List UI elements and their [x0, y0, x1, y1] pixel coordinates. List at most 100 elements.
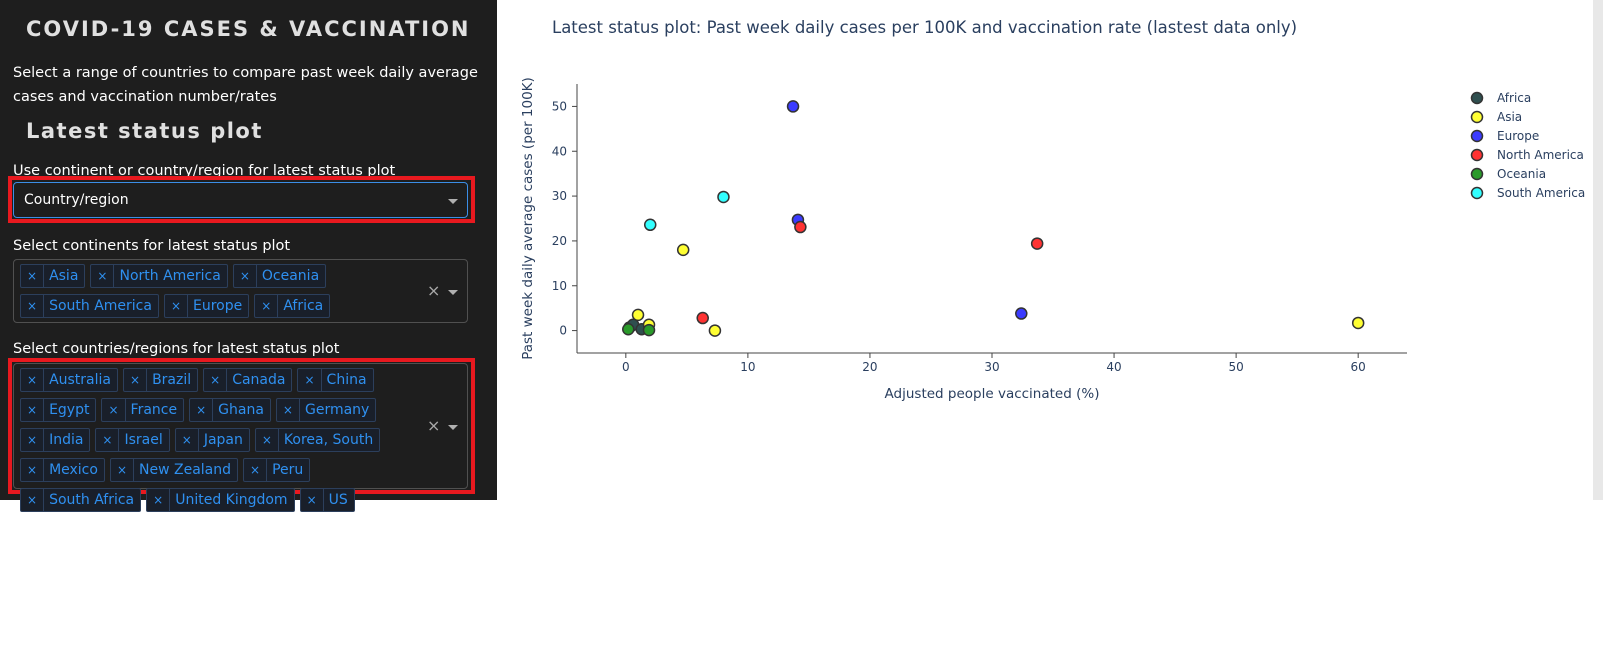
- y-tick-label: 30: [552, 189, 567, 203]
- remove-tag-icon[interactable]: ×: [21, 399, 45, 421]
- tag-label: India: [49, 432, 84, 448]
- tag-label: Mexico: [49, 462, 98, 478]
- continents-label: Select continents for latest status plot: [13, 238, 291, 254]
- legend-marker-north-america: [1470, 148, 1484, 162]
- remove-tag-icon[interactable]: ×: [234, 265, 257, 287]
- tag-egypt[interactable]: × Egypt: [20, 398, 97, 422]
- data-point-europe: [1015, 307, 1028, 320]
- x-tick-label: 50: [1228, 360, 1243, 374]
- tag-france[interactable]: × France: [101, 398, 185, 422]
- tag-asia[interactable]: × Asia: [20, 264, 86, 288]
- remove-tag-icon[interactable]: ×: [244, 459, 268, 481]
- tag-india[interactable]: × India: [20, 428, 91, 452]
- y-tick-label: 20: [552, 234, 567, 248]
- remove-tag-icon[interactable]: ×: [190, 399, 214, 421]
- remove-tag-icon[interactable]: ×: [21, 459, 45, 481]
- remove-tag-icon[interactable]: ×: [21, 295, 45, 317]
- tag-europe[interactable]: × Europe: [163, 294, 250, 318]
- x-tick-label: 20: [862, 360, 877, 374]
- legend-marker-europe: [1470, 129, 1484, 143]
- tag-oceania[interactable]: × Oceania: [232, 264, 327, 288]
- y-tick-label: 0: [559, 324, 567, 338]
- tag-north-america[interactable]: × North America: [90, 264, 228, 288]
- data-point-asia: [1351, 316, 1365, 330]
- app-title: COVID-19 CASES & VACCINATION: [26, 17, 471, 41]
- remove-tag-icon[interactable]: ×: [21, 265, 45, 287]
- remove-tag-icon[interactable]: ×: [21, 429, 45, 451]
- remove-tag-icon[interactable]: ×: [124, 369, 148, 391]
- sidebar: COVID-19 CASES & VACCINATION Select a ra…: [0, 0, 497, 512]
- x-axis-label: Adjusted people vaccinated (%): [885, 386, 1100, 402]
- remove-tag-icon[interactable]: ×: [176, 429, 199, 451]
- x-tick-label: 10: [740, 360, 755, 374]
- tag-peru[interactable]: × Peru: [243, 458, 311, 482]
- tag-label: New Zealand: [139, 462, 232, 478]
- remove-tag-icon[interactable]: ×: [255, 295, 279, 317]
- remove-tag-icon[interactable]: ×: [102, 399, 126, 421]
- data-point-north-america: [794, 220, 807, 234]
- tag-label: Canada: [232, 372, 286, 388]
- page-scrollbar[interactable]: [1593, 0, 1603, 500]
- data-point-oceania: [622, 322, 635, 336]
- tag-label: Asia: [49, 268, 79, 284]
- tag-label: Germany: [304, 402, 370, 418]
- remove-tag-icon[interactable]: ×: [96, 429, 120, 451]
- tag-label: Peru: [272, 462, 304, 478]
- remove-tag-icon[interactable]: ×: [298, 369, 322, 391]
- continents-multiselect[interactable]: × Asia × North America × Oceania × South Americ…: [13, 259, 468, 323]
- remove-tag-icon[interactable]: ×: [21, 369, 45, 391]
- countries-multiselect[interactable]: × Australia × Brazil × Canada × China × Egypt × Fra…: [13, 363, 468, 512]
- remove-tag-icon[interactable]: ×: [111, 459, 135, 481]
- tag-united-kingdom[interactable]: × United Kingdom: [146, 488, 295, 512]
- tag-japan[interactable]: × Japan: [174, 428, 250, 452]
- tag-label: North America: [119, 268, 221, 284]
- tag-us[interactable]: × US: [299, 488, 355, 512]
- remove-tag-icon[interactable]: ×: [204, 369, 228, 391]
- tag-canada[interactable]: × Canada: [203, 368, 293, 392]
- remove-tag-icon[interactable]: ×: [301, 489, 324, 511]
- tag-south-africa[interactable]: × South Africa: [20, 488, 142, 512]
- remove-tag-icon[interactable]: ×: [91, 265, 115, 287]
- countries-label: Select countries/regions for latest stat…: [13, 341, 340, 357]
- legend-marker-south-america: [1470, 186, 1484, 200]
- tag-new-zealand[interactable]: × New Zealand: [109, 458, 239, 482]
- tag-korea-south[interactable]: × Korea, South: [254, 428, 381, 452]
- tag-africa[interactable]: × Africa: [254, 294, 331, 318]
- legend-marker-africa: [1470, 91, 1484, 105]
- clear-continents-icon[interactable]: ×: [427, 281, 441, 300]
- x-tick-label: 0: [622, 360, 630, 374]
- tag-label: France: [130, 402, 178, 418]
- tag-australia[interactable]: × Australia: [20, 368, 118, 392]
- chevron-down-icon[interactable]: [448, 290, 458, 295]
- remove-tag-icon[interactable]: ×: [277, 399, 300, 421]
- tag-israel[interactable]: × Israel: [95, 428, 170, 452]
- legend-label-south-america: South America: [1497, 186, 1585, 200]
- tag-label: Europe: [193, 298, 243, 314]
- legend-label-asia: Asia: [1497, 110, 1522, 124]
- tag-mexico[interactable]: × Mexico: [20, 458, 105, 482]
- legend-marker-asia: [1470, 110, 1484, 124]
- tag-label: Japan: [203, 432, 243, 448]
- remove-tag-icon[interactable]: ×: [21, 489, 45, 511]
- tag-label: Korea, South: [283, 432, 374, 448]
- mode-dropdown[interactable]: Country/region: [13, 182, 468, 218]
- remove-tag-icon[interactable]: ×: [256, 429, 279, 451]
- chevron-down-icon[interactable]: [448, 199, 458, 204]
- continent-tag-list: × Asia × North America × Oceania × South Americ…: [20, 264, 415, 324]
- tag-brazil[interactable]: × Brazil: [123, 368, 199, 392]
- tag-label: Brazil: [152, 372, 192, 388]
- remove-tag-icon[interactable]: ×: [165, 295, 189, 317]
- legend-label-africa: Africa: [1497, 91, 1531, 105]
- data-point-europe: [786, 100, 800, 113]
- tag-label: Israel: [124, 432, 163, 448]
- clear-countries-icon[interactable]: ×: [427, 416, 441, 435]
- remove-tag-icon[interactable]: ×: [147, 489, 171, 511]
- country-tag-list: × Australia × Brazil × Canada × China × Egypt × Fra…: [20, 368, 415, 518]
- tag-china[interactable]: × China: [297, 368, 374, 392]
- tag-label: United Kingdom: [175, 492, 288, 508]
- chevron-down-icon[interactable]: [448, 425, 458, 430]
- tag-south-america[interactable]: × South America: [20, 294, 159, 318]
- tag-germany[interactable]: × Germany: [275, 398, 377, 422]
- tag-ghana[interactable]: × Ghana: [189, 398, 271, 422]
- chart-title: Latest status plot: Past week daily case…: [552, 18, 1297, 37]
